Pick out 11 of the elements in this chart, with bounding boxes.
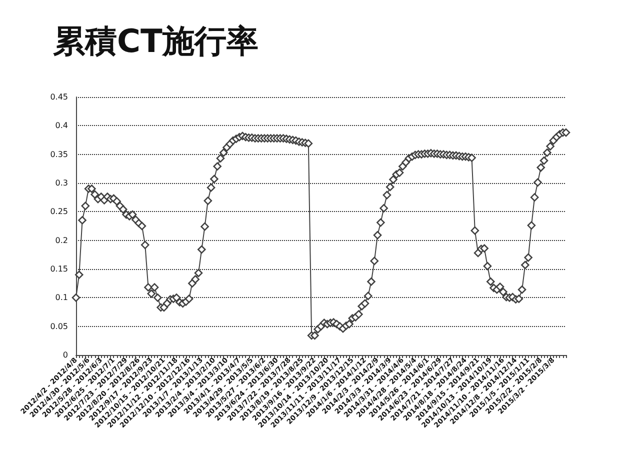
- y-tick-label: 0.45: [50, 92, 68, 102]
- chart-title: 累積CT施行率: [53, 22, 258, 60]
- y-tick-label: 0.2: [55, 236, 68, 245]
- y-tick-label: 0.25: [50, 207, 68, 216]
- y-tick-label: 0.15: [50, 264, 68, 274]
- y-tick-label: 0.05: [50, 322, 68, 331]
- y-tick-label: 0.4: [55, 121, 68, 130]
- y-tick-label: 0.35: [50, 150, 68, 159]
- y-tick-label: 0.3: [55, 178, 68, 188]
- y-tick-label: 0.1: [55, 293, 68, 302]
- y-tick-label: 0: [62, 350, 68, 360]
